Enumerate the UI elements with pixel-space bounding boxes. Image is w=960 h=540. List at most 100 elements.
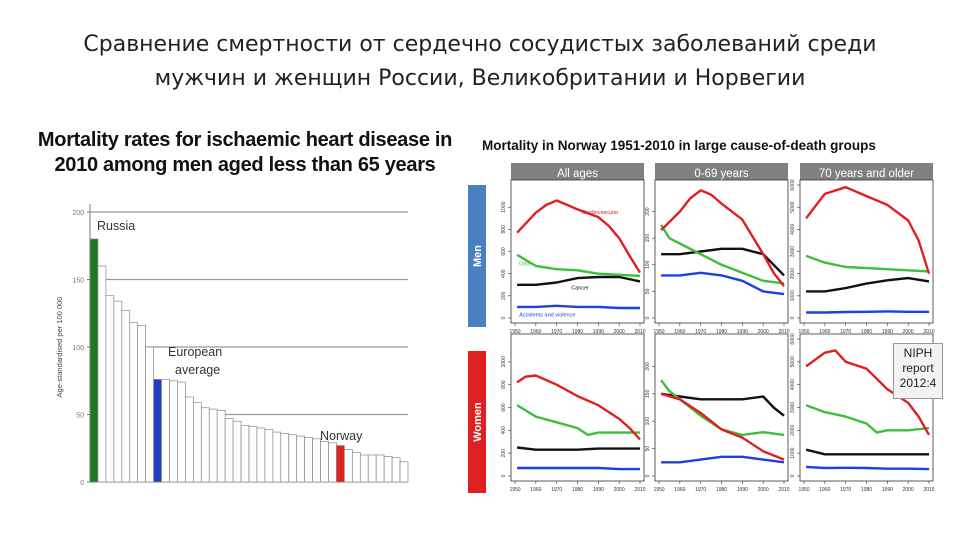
x-tick-label: 1980	[716, 487, 727, 493]
series-line-cancer	[660, 392, 785, 417]
x-tick-label: 1970	[695, 487, 706, 493]
x-tick-label: 2010	[923, 329, 934, 335]
x-tick-label: 1950	[653, 487, 664, 493]
panel-frame	[654, 179, 789, 324]
x-tick-label: 1960	[819, 487, 830, 493]
y-tick-label: 800	[501, 225, 507, 234]
x-tick-label: 1980	[572, 329, 583, 335]
x-tick-label: 1950	[798, 487, 809, 493]
panel-header: All ages	[557, 168, 598, 180]
panel-header: 70 years and older	[819, 168, 914, 180]
y-tick-label: 3000	[790, 246, 796, 257]
women-band	[468, 351, 486, 493]
niph-line1: NIPH	[903, 346, 933, 360]
series-line-accidents	[517, 466, 640, 471]
y-tick-label: 200	[501, 449, 507, 458]
x-tick-label: 1970	[551, 487, 562, 493]
series-line-cardio	[660, 189, 785, 287]
y-tick-label: 100	[645, 417, 651, 426]
series-line-cardio	[805, 349, 931, 436]
y-tick-label: 3000	[790, 402, 796, 413]
panel-frame	[799, 179, 934, 324]
bar	[399, 461, 409, 483]
annotation-average: average	[175, 363, 220, 377]
series-line-accidents	[661, 455, 785, 464]
x-tick-label: 1990	[737, 487, 748, 493]
y-tick-label: 100	[645, 260, 651, 269]
x-tick-label: 2010	[923, 487, 934, 493]
y-tick-label: 0	[80, 480, 84, 487]
series-line-cancer	[806, 276, 930, 293]
annotation-european: European	[168, 345, 222, 359]
series-line-accidents	[661, 271, 785, 296]
series-line-cancer	[516, 446, 640, 451]
panel-header: 0-69 years	[694, 168, 749, 180]
slide-title-line2: мужчин и женщин России, Великобритании и…	[154, 66, 806, 91]
y-tick-label: 100	[72, 345, 84, 352]
x-tick-label: 1990	[882, 487, 893, 493]
y-axis-label: Age-standardised per 100 000	[55, 297, 64, 398]
x-tick-label: 1960	[674, 487, 685, 493]
x-tick-label: 2010	[778, 487, 789, 493]
x-tick-label: 1970	[695, 329, 706, 335]
women-label: Women	[472, 402, 484, 442]
series-line-cancer	[517, 275, 641, 286]
y-tick-label: 5000	[790, 201, 796, 212]
x-tick-label: 1990	[737, 329, 748, 335]
series-line-accidents	[517, 304, 640, 310]
series-label-accidents: Accidents and violence	[519, 312, 575, 318]
y-tick-label: 0	[501, 316, 507, 319]
y-tick-label: 150	[645, 234, 651, 243]
x-tick-label: 2010	[634, 329, 645, 335]
x-tick-label: 1960	[530, 329, 541, 335]
niph-line3: 2012:4	[899, 376, 937, 390]
series-line-cardio	[660, 392, 785, 461]
panel-header-bg	[655, 163, 788, 182]
series-line-accidents	[806, 465, 930, 471]
x-tick-label: 1950	[653, 329, 664, 335]
series-line-accidents	[806, 310, 929, 314]
x-tick-label: 1950	[798, 329, 809, 335]
series-label-other: Other	[519, 261, 533, 267]
y-tick-label: 6000	[790, 179, 796, 190]
x-tick-label: 2010	[634, 487, 645, 493]
y-tick-label: 150	[645, 389, 651, 398]
y-tick-label: 6000	[790, 333, 796, 344]
series-line-other	[805, 404, 930, 434]
series-line-other	[660, 224, 785, 285]
series-line-cardio	[516, 199, 642, 274]
y-tick-label: 0	[501, 474, 507, 477]
x-tick-label: 2000	[903, 487, 914, 493]
x-tick-label: 1960	[530, 487, 541, 493]
x-tick-label: 1970	[840, 487, 851, 493]
y-tick-label: 2000	[790, 268, 796, 279]
y-tick-label: 0	[645, 474, 651, 477]
y-tick-label: 1000	[790, 447, 796, 458]
y-tick-label: 4000	[790, 379, 796, 390]
panel-frame	[510, 333, 645, 482]
x-tick-label: 1990	[593, 329, 604, 335]
y-tick-label: 400	[501, 269, 507, 278]
y-tick-label: 600	[501, 403, 507, 412]
niph-report-badge: NIPH report 2012:4	[893, 343, 943, 399]
x-tick-label: 1980	[861, 487, 872, 493]
niph-line2: report	[902, 361, 934, 375]
norway-chart-title: Mortality in Norway 1951-2010 in large c…	[482, 138, 876, 153]
y-tick-label: 0	[790, 474, 796, 477]
x-tick-label: 1960	[674, 329, 685, 335]
slide-title-line1: Сравнение смертности от сердечно сосудис…	[83, 32, 877, 57]
bar-chart-title-line2: 2010 among men aged less than 65 years	[54, 154, 436, 176]
y-tick-label: 150	[72, 278, 84, 285]
men-label: Men	[472, 245, 484, 267]
panel-header-bg	[800, 163, 933, 182]
panel-frame	[510, 179, 645, 324]
series-line-cancer	[805, 448, 929, 456]
bar-chart-title: Mortality rates for ischaemic heart dise…	[35, 128, 455, 178]
y-tick-label: 200	[72, 210, 84, 217]
x-tick-label: 2010	[778, 329, 789, 335]
series-line-other	[805, 254, 930, 273]
y-tick-label: 50	[645, 446, 651, 452]
x-tick-label: 1980	[716, 329, 727, 335]
y-tick-label: 1000	[790, 290, 796, 301]
